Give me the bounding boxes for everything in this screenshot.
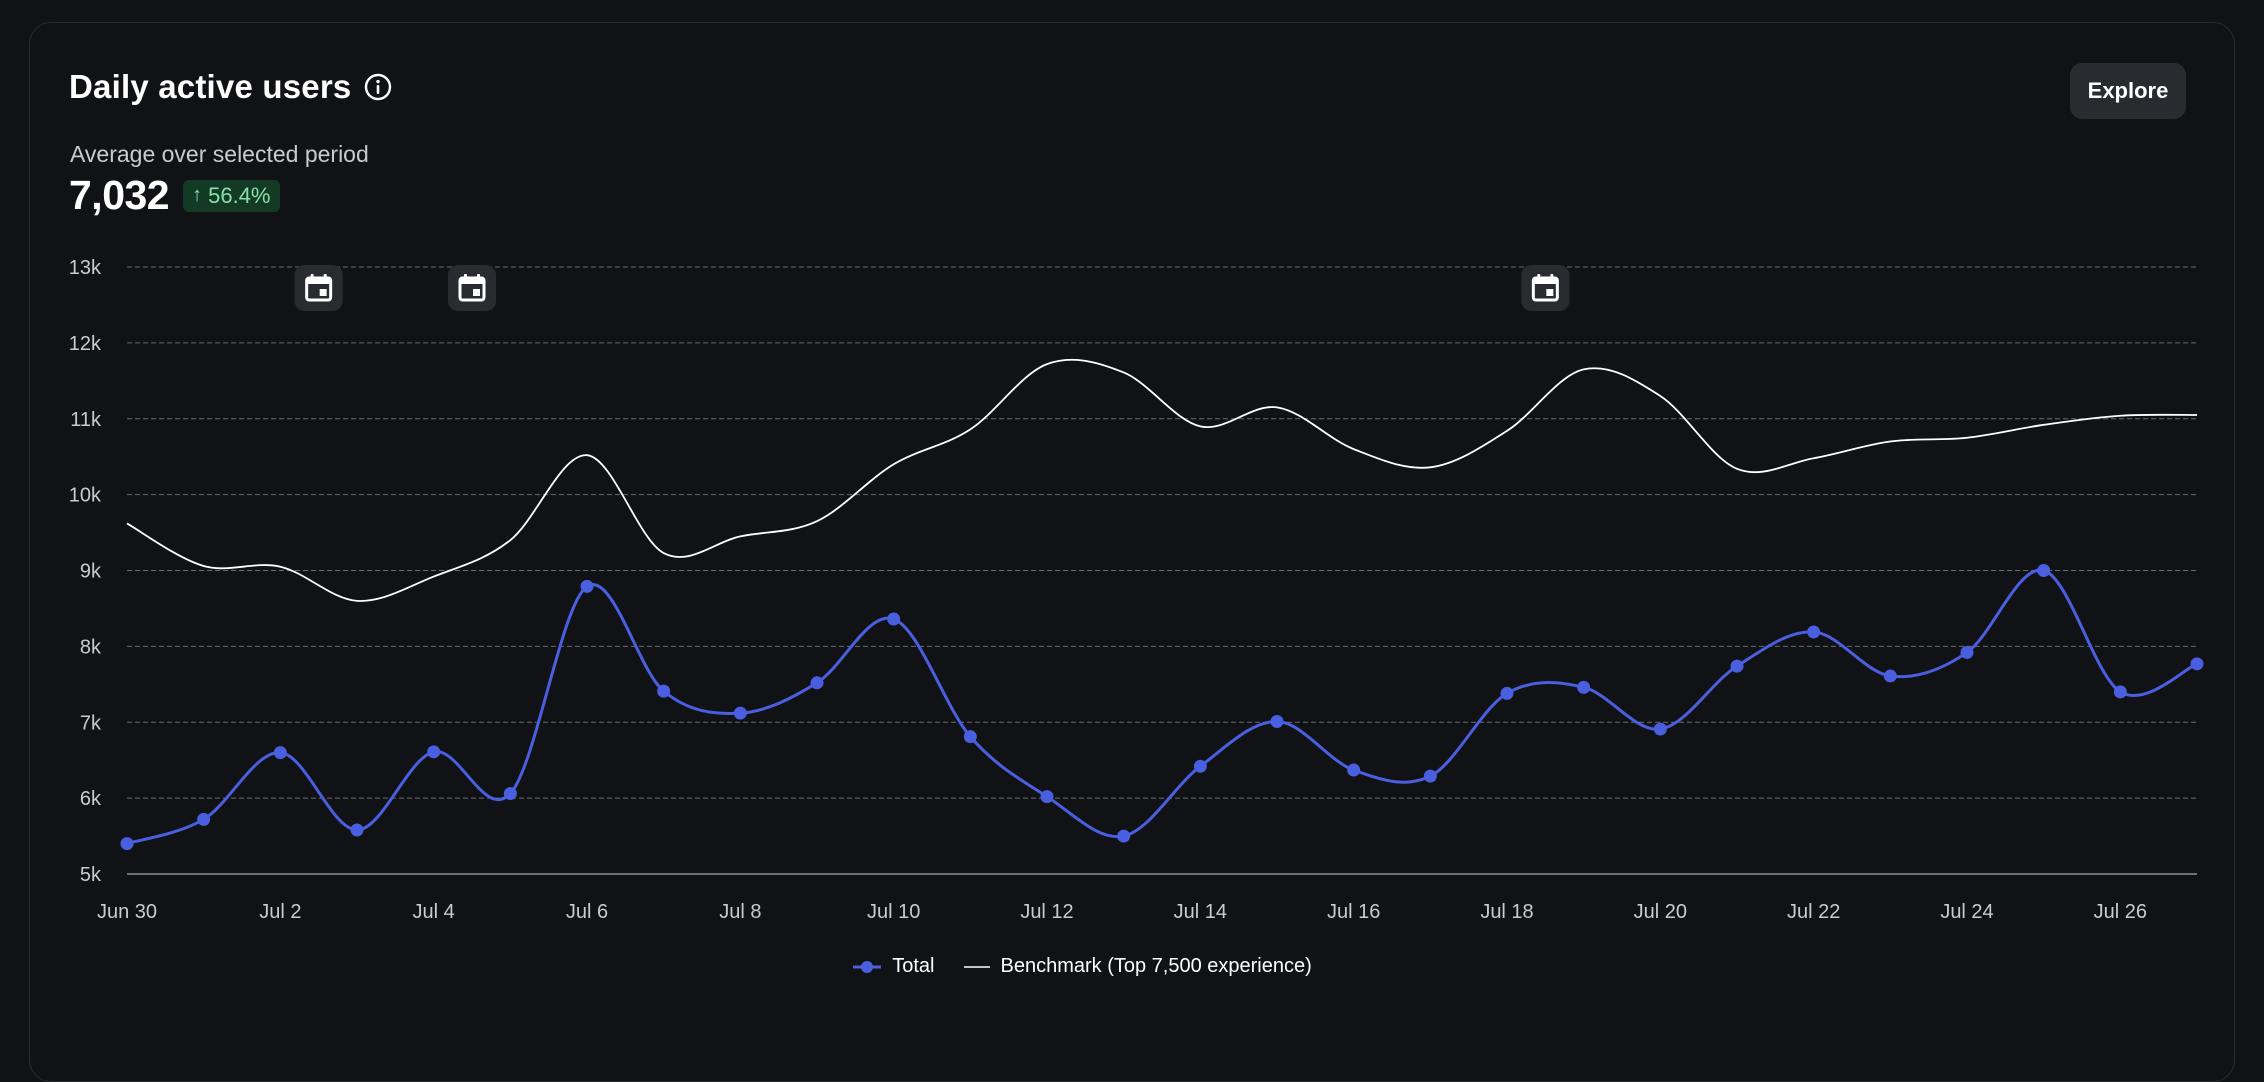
data-point-total: [1577, 680, 1591, 694]
legend-swatch-benchmark: [964, 965, 991, 968]
series-line-total: [126, 568, 2198, 846]
data-point-total: [733, 706, 747, 720]
chart-title: Daily active users: [69, 68, 352, 105]
data-point-total: [1040, 790, 1054, 804]
data-point-total: [810, 676, 824, 690]
data-point-total: [887, 612, 901, 626]
line-chart: 5k 6k 7k 8k 9k 10k 11k 12k 13k Jun 30 Jul 2 Jul 4 Ju…: [69, 257, 2204, 923]
data-point-total: [273, 746, 287, 760]
metric-value: 7,032: [69, 172, 170, 218]
x-tick-label: Jul 16: [1327, 901, 1380, 923]
data-point-total: [1730, 659, 1744, 673]
legend-item-benchmark[interactable]: Benchmark (Top 7,500 experience): [964, 955, 1312, 978]
x-tick-label: Jul 18: [1480, 901, 1533, 923]
x-tick-label: Jul 10: [867, 901, 920, 923]
x-tick-label: Jul 2: [259, 901, 301, 923]
calendar-icon[interactable]: [1521, 265, 1570, 311]
data-point-total: [503, 787, 517, 801]
data-point-total: [1423, 769, 1437, 783]
data-point-total: [1347, 763, 1361, 777]
data-point-total: [1270, 714, 1284, 728]
chart-legend: Total Benchmark (Top 7,500 experience): [0, 955, 2264, 978]
data-point-total: [197, 812, 211, 826]
data-point-total: [2190, 657, 2204, 671]
change-badge: ↑ 56.4%: [183, 179, 280, 212]
data-point-total: [1960, 645, 1974, 659]
data-point-total: [657, 684, 671, 698]
x-tick-label: Jul 4: [413, 901, 455, 923]
info-icon[interactable]: [363, 72, 393, 102]
y-tick-label: 5k: [80, 864, 102, 886]
x-tick-label: Jul 22: [1787, 901, 1840, 923]
y-tick-label: 6k: [80, 788, 102, 810]
data-point-total: [120, 837, 134, 851]
data-point-total: [1500, 686, 1514, 700]
explore-button[interactable]: Explore: [2070, 63, 2186, 119]
x-tick-label: Jul 26: [2094, 901, 2147, 923]
metric-row: 7,032 ↑ 56.4%: [69, 172, 280, 219]
legend-label-total: Total: [892, 955, 935, 977]
x-tick-label: Jul 14: [1174, 901, 1227, 923]
y-tick-label: 10k: [69, 485, 102, 507]
metric-subtitle: Average over selected period: [70, 141, 369, 167]
change-value: 56.4%: [208, 182, 271, 208]
y-tick-label: 7k: [80, 712, 102, 734]
y-tick-label: 9k: [80, 561, 102, 583]
data-point-total: [1117, 829, 1131, 843]
data-point-total: [963, 730, 977, 744]
data-point-total: [1653, 722, 1667, 736]
data-point-total: [1883, 669, 1897, 683]
calendar-icon[interactable]: [294, 265, 343, 311]
y-tick-label: 13k: [69, 257, 102, 279]
data-point-total: [1193, 759, 1207, 773]
y-tick-label: 8k: [80, 636, 102, 658]
x-tick-label: Jul 6: [566, 901, 608, 923]
title-row: Daily active users: [69, 68, 393, 106]
arrow-up-icon: ↑: [192, 184, 203, 206]
x-tick-label: Jul 12: [1020, 901, 1073, 923]
series-line-benchmark: [126, 358, 2198, 602]
data-point-total: [2113, 685, 2127, 699]
data-point-total: [1807, 625, 1821, 639]
data-point-total: [427, 745, 441, 759]
data-point-total: [350, 823, 364, 837]
y-tick-label: 12k: [69, 333, 102, 355]
x-tick-label: Jun 30: [97, 901, 157, 923]
calendar-icon[interactable]: [448, 265, 496, 311]
legend-item-total[interactable]: Total: [852, 955, 934, 978]
y-tick-label: 11k: [70, 409, 102, 431]
data-point-total: [2037, 564, 2051, 577]
x-tick-label: Jul 8: [719, 901, 761, 923]
data-point-total: [580, 579, 594, 593]
x-tick-label: Jul 24: [1940, 901, 1993, 923]
chart-card: [29, 22, 2235, 1082]
legend-swatch-total: [853, 960, 882, 973]
legend-label-benchmark: Benchmark (Top 7,500 experience): [1000, 955, 1312, 977]
x-tick-label: Jul 20: [1634, 901, 1687, 923]
